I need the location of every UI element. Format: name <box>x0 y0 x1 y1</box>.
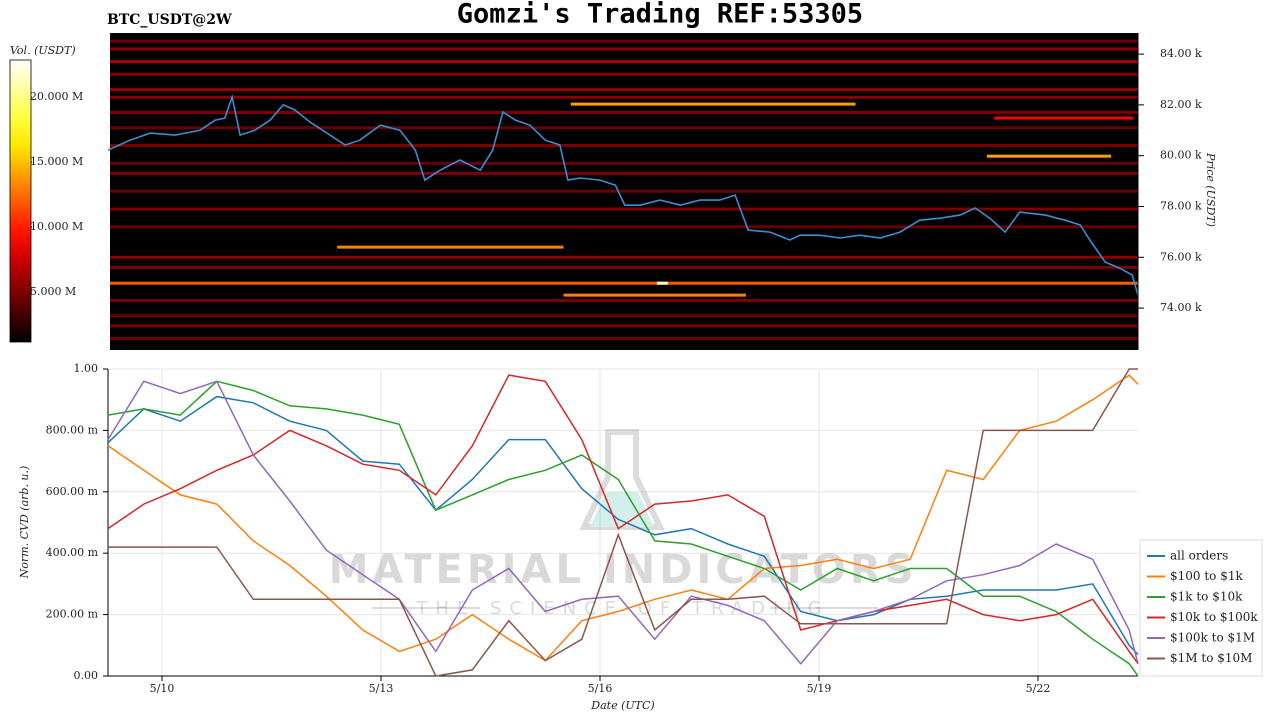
volume-band <box>110 126 1138 130</box>
volume-band <box>994 116 1133 120</box>
cvd-line <box>107 380 1139 665</box>
volume-band <box>570 102 856 106</box>
cvd-line <box>107 374 1139 665</box>
volume-band <box>110 144 1138 148</box>
colorbar <box>9 59 32 343</box>
volume-band <box>110 171 1138 175</box>
symbol-label: BTC_USDT@2W <box>107 12 232 28</box>
volume-band <box>656 281 668 285</box>
volume-band <box>110 189 1138 193</box>
volume-band <box>110 161 1138 165</box>
y-tick-label: 74.00 k <box>1160 301 1202 314</box>
y-tick-label: 0.00 <box>74 669 99 682</box>
volume-band <box>110 39 1138 43</box>
volume-band <box>110 88 1138 92</box>
legend-label: $1k to $10k <box>1170 590 1243 604</box>
legend-label: $10k to $100k <box>1170 610 1258 624</box>
y-tick-label: 80.00 k <box>1160 149 1202 162</box>
cvd-line <box>108 368 1138 677</box>
colorbar-tick-label: 15.000 M <box>30 155 83 168</box>
colorbar-tick-label: 20.000 M <box>30 90 83 103</box>
y-tick-label: 800.00 m <box>46 423 99 436</box>
x-tick-label: 5/10 <box>150 682 175 695</box>
y-tick-label: 200.00 m <box>46 608 99 621</box>
legend: all orders $100 to $1k $1k to $10k $10k to … <box>1139 539 1263 677</box>
cvd-line <box>107 395 1139 656</box>
volume-band <box>110 47 1138 51</box>
x-tick-label: 5/16 <box>588 682 613 695</box>
legend-label: $100 to $1k <box>1170 569 1243 583</box>
heatmap-panel: 74.00 k 76.00 k 78.00 k 80.00 k 82.00 k 84.00… <box>9 33 1202 350</box>
colorbar-label: Vol. (USDT) <box>10 44 76 57</box>
watermark-logo <box>372 429 878 609</box>
volume-band <box>110 314 1138 318</box>
volume-band <box>110 95 1138 99</box>
x-tick-label: 5/19 <box>807 682 832 695</box>
volume-band <box>110 111 1138 115</box>
volume-band <box>110 337 1138 341</box>
volume-band <box>110 255 1138 259</box>
volume-band <box>110 225 1138 229</box>
y-tick-label: 84.00 k <box>1160 47 1202 60</box>
y-tick-label: 1.00 <box>74 362 99 375</box>
volume-band <box>337 245 564 249</box>
cvd-line <box>107 374 1139 662</box>
price-axis-label: Price (USDT) <box>1204 152 1217 227</box>
x-axis-label: Date (UTC) <box>590 699 654 712</box>
volume-band <box>110 207 1138 211</box>
x-tick-label: 5/13 <box>369 682 394 695</box>
price-line <box>107 94 1139 296</box>
volume-band <box>986 154 1111 158</box>
volume-band <box>110 281 1138 285</box>
y-tick-label: 76.00 k <box>1160 250 1202 263</box>
volume-band <box>110 298 1138 302</box>
colorbar-tick-label: 10.000 M <box>30 220 83 233</box>
y-tick-label: 82.00 k <box>1160 98 1202 111</box>
watermark-title: MATERIAL INDICATORS <box>329 547 918 593</box>
volume-band <box>110 72 1138 76</box>
legend-label: all orders <box>1170 549 1228 563</box>
legend-box <box>1139 539 1263 677</box>
volume-band <box>110 324 1138 328</box>
colorbar-tick-label: 5.000 M <box>30 285 76 298</box>
y-tick-label: 78.00 k <box>1160 199 1202 212</box>
volume-band <box>110 60 1138 64</box>
volume-band <box>563 293 747 297</box>
cvd-panel: MATERIAL INDICATORS THE SCIENCE OF TRADI… <box>46 362 1263 695</box>
y-tick-label: 400.00 m <box>46 546 99 559</box>
chart-title: Gomzi's Trading REF:53305 <box>457 0 863 30</box>
cvd-line <box>107 380 1139 677</box>
x-tick-label: 5/22 <box>1026 682 1051 695</box>
legend-label: $1M to $10M <box>1170 651 1252 665</box>
y-tick-label: 600.00 m <box>46 485 99 498</box>
cvd-axis-label: Norm. CVD (arb. u.) <box>18 466 31 580</box>
legend-label: $100k to $1M <box>1170 631 1255 645</box>
volume-band <box>110 265 1138 269</box>
